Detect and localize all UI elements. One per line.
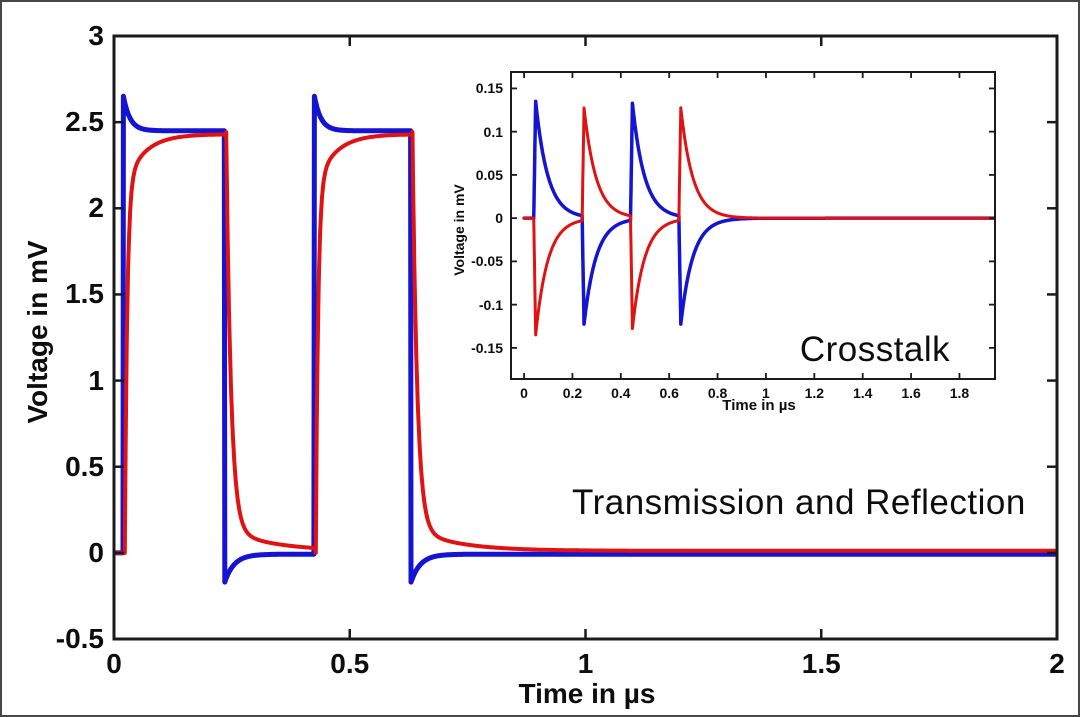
inset-annotation: Crosstalk	[799, 330, 951, 369]
inset-y-tick-label--0.05: -0.05	[471, 253, 503, 270]
main-y-tick-label-1: 1	[88, 364, 104, 396]
main-y-tick-label-1.5: 1.5	[65, 278, 104, 310]
inset-x-tick-label-0.6: 0.6	[659, 385, 679, 401]
main-x-tick-label-1: 1	[577, 648, 594, 679]
inset-x-tick-label-1.6: 1.6	[901, 385, 921, 401]
inset-axes-frame	[510, 71, 996, 380]
inset-y-tick-label-0.15: 0.15	[475, 80, 503, 97]
inset-x-tick-label-0.8: 0.8	[707, 385, 728, 401]
inset-x-tick-label-0.4: 0.4	[611, 385, 631, 401]
inset-x-tick-label-1: 1	[762, 385, 770, 401]
main-x-tick-label-1.5: 1.5	[801, 648, 841, 679]
inset-red-crosstalk	[522, 106, 996, 337]
inset-y-tick-label-0: 0	[495, 210, 503, 227]
main-y-tick-label-0.5: 0.5	[65, 450, 104, 482]
inset-y-tick-label-0.1: 0.1	[483, 123, 503, 140]
inset-x-tick-label-0: 0	[520, 385, 528, 401]
main-red-waveform	[113, 130, 1058, 555]
main-y-tick-label-0: 0	[88, 536, 104, 568]
inset-y-tick-label--0.1: -0.1	[478, 296, 503, 313]
main-annotation: Transmission and Reflection	[572, 483, 1026, 522]
main-x-tick-label-0: 0	[106, 648, 122, 679]
main-blue-waveform	[113, 93, 1058, 585]
inset-y-tick-label-0.05: 0.05	[475, 166, 503, 183]
inset-x-tick-label-1.4: 1.4	[852, 385, 873, 401]
inset-y-tick-label--0.15: -0.15	[471, 339, 503, 356]
main-x-tick-label-0.5: 0.5	[330, 648, 370, 679]
inset-x-tick-label-0.2: 0.2	[562, 385, 583, 401]
main-y-tick-label-2.5: 2.5	[65, 106, 104, 138]
inset-x-tick-label-1.2: 1.2	[804, 385, 825, 401]
inset-plot-group	[510, 71, 996, 380]
main-y-tick-label-3: 3	[88, 20, 104, 51]
inset-x-axis-title: Time in µs	[722, 397, 796, 414]
main-x-tick-label-2: 2	[1049, 648, 1065, 679]
inset-x-tick-label-1.8: 1.8	[949, 385, 970, 401]
main-x-axis-title: Time in µs	[518, 678, 656, 709]
main-y-tick-label--0.5: -0.5	[55, 623, 104, 654]
main-y-tick-label-2: 2	[88, 192, 104, 224]
